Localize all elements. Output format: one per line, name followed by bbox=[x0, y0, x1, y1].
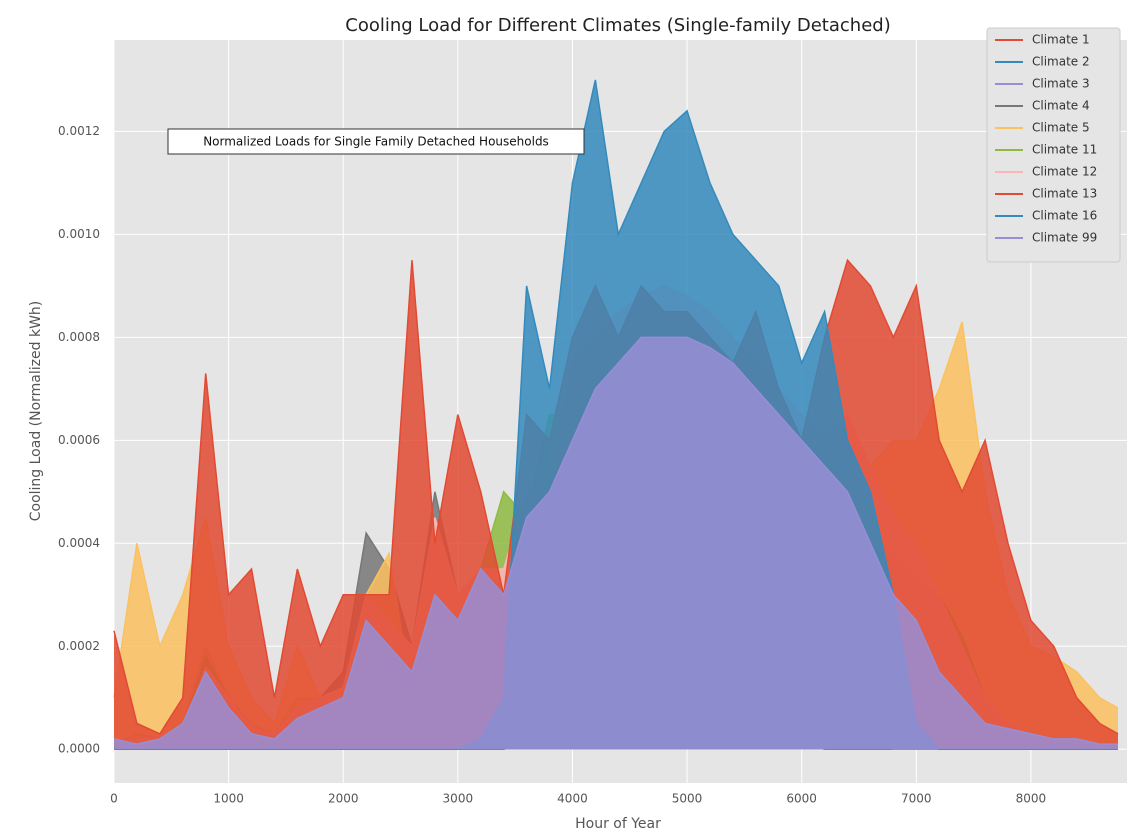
legend-label: Climate 5 bbox=[1032, 121, 1090, 135]
x-tick-label: 1000 bbox=[213, 792, 244, 806]
y-axis-label: Cooling Load (Normalized kWh) bbox=[28, 301, 44, 522]
x-tick-label: 4000 bbox=[557, 792, 588, 806]
legend-label: Climate 1 bbox=[1032, 33, 1090, 47]
legend-label: Climate 16 bbox=[1032, 209, 1097, 223]
annotation: Normalized Loads for Single Family Detac… bbox=[203, 135, 549, 149]
series-layer bbox=[113, 79, 1119, 750]
ticks: 0 1000 2000 3000 4000 5000 6000 7000 8000 0.0000 0… bbox=[58, 124, 1046, 806]
x-tick-label: 6000 bbox=[786, 792, 817, 806]
y-tick-label: 0.0000 bbox=[58, 742, 100, 756]
legend-label: Climate 4 bbox=[1032, 99, 1090, 113]
y-tick-label: 0.0002 bbox=[58, 639, 100, 653]
legend: Climate 1 Climate 2 Climate 3 Climate 4 Clim… bbox=[986, 27, 1121, 263]
legend-box bbox=[986, 27, 1121, 263]
chart-title: Cooling Load for Different Climates (Sin… bbox=[345, 15, 890, 36]
x-tick-label: 2000 bbox=[328, 792, 359, 806]
legend-label: Climate 99 bbox=[1032, 231, 1097, 245]
legend-label: Climate 3 bbox=[1032, 77, 1090, 91]
legend-label: Climate 11 bbox=[1032, 143, 1097, 157]
annotation-box bbox=[167, 128, 585, 155]
x-tick-label: 5000 bbox=[672, 792, 703, 806]
y-tick-label: 0.0004 bbox=[58, 536, 100, 550]
series-area bbox=[114, 337, 1118, 750]
y-tick-label: 0.0006 bbox=[58, 433, 100, 447]
y-tick-label: 0.0008 bbox=[58, 330, 100, 344]
x-axis-label: Hour of Year bbox=[575, 816, 661, 832]
series-line bbox=[113, 336, 1118, 745]
x-tick-label: 8000 bbox=[1016, 792, 1047, 806]
x-tick-label: 3000 bbox=[443, 792, 474, 806]
x-tick-label: 7000 bbox=[901, 792, 932, 806]
legend-label: Climate 12 bbox=[1032, 165, 1097, 179]
y-tick-label: 0.0012 bbox=[58, 124, 100, 138]
legend-label: Climate 2 bbox=[1032, 55, 1090, 69]
y-tick-label: 0.0010 bbox=[58, 227, 100, 241]
x-tick-label: 0 bbox=[110, 792, 118, 806]
legend-label: Climate 13 bbox=[1032, 187, 1097, 201]
